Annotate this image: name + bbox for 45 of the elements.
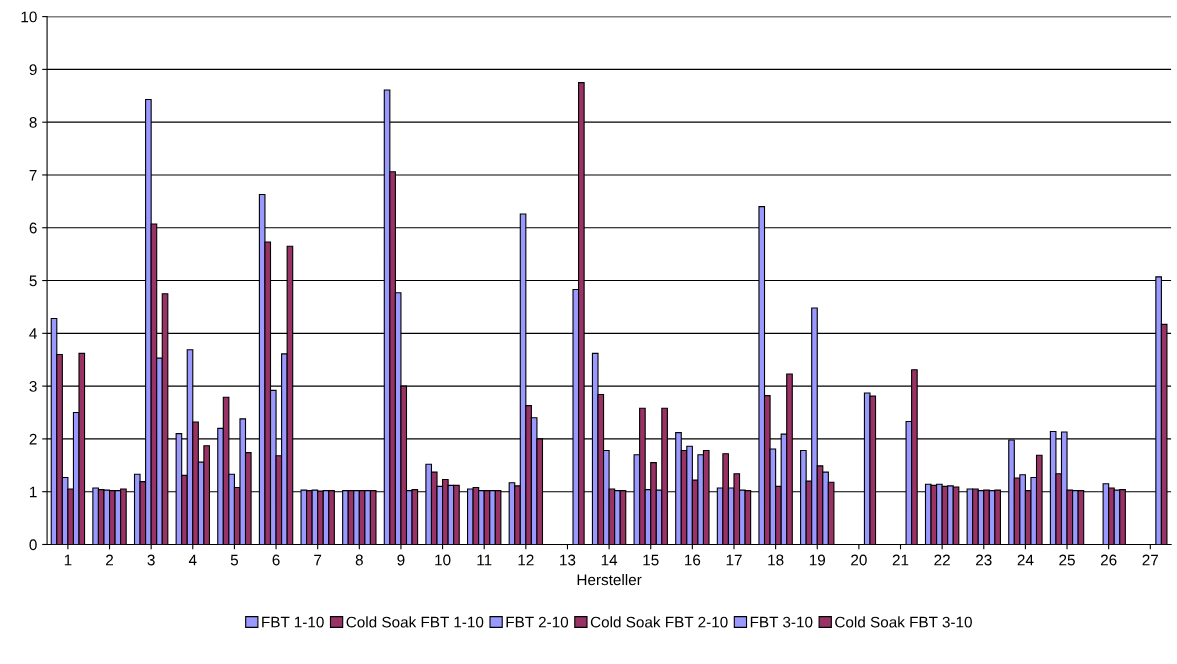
x-tick-label: 1 [64, 554, 72, 566]
y-tick-label: 9 [29, 64, 37, 76]
legend-label: FBT 3-10 [750, 616, 813, 628]
legend-label: FBT 1-10 [262, 616, 324, 628]
x-tick-label: 10 [435, 554, 451, 566]
x-axis-title: Hersteller [577, 574, 642, 586]
legend-label: FBT 2-10 [506, 616, 569, 628]
x-tick-label: 4 [188, 554, 197, 566]
x-tick-label: 26 [1100, 554, 1117, 566]
x-tick-label: 13 [560, 554, 576, 566]
y-tick-label: 1 [30, 486, 37, 498]
x-tick-label: 17 [726, 554, 742, 566]
x-tick-label: 2 [106, 554, 114, 566]
y-tick-label: 3 [29, 380, 37, 392]
x-tick-label: 18 [768, 554, 784, 566]
legend-label: Cold Soak FBT 2-10 [590, 616, 728, 628]
x-tick-label: 15 [643, 554, 659, 566]
y-tick-label: 5 [29, 275, 37, 287]
x-tick-label: 19 [809, 554, 826, 566]
y-tick-label: 2 [29, 433, 37, 445]
x-tick-label: 20 [851, 554, 867, 566]
y-tick-label: 10 [21, 11, 37, 23]
x-tick-label: 11 [477, 554, 492, 566]
y-tick-label: 0 [29, 539, 37, 551]
x-tick-label: 21 [892, 554, 909, 566]
x-tick-label: 22 [934, 554, 950, 566]
y-tick-label: 8 [29, 117, 37, 128]
x-tick-label: 3 [147, 554, 155, 566]
x-tick-label: 25 [1059, 554, 1075, 566]
y-tick-label: 7 [29, 169, 37, 181]
x-tick-label: 24 [1017, 554, 1034, 566]
x-tick-label: 5 [230, 554, 239, 566]
x-tick-label: 27 [1142, 554, 1159, 566]
x-tick-label: 9 [397, 554, 405, 566]
x-tick-label: 8 [355, 554, 363, 566]
x-tick-label: 6 [272, 554, 280, 566]
x-tick-label: 23 [976, 554, 992, 566]
x-tick-label: 14 [601, 554, 618, 566]
x-tick-label: 12 [518, 554, 534, 566]
legend-label: Cold Soak FBT 3-10 [835, 616, 972, 628]
x-tick-label: 7 [314, 554, 322, 566]
x-tick-label: 16 [685, 554, 701, 566]
y-tick-label: 6 [29, 222, 37, 234]
legend-label: Cold Soak FBT 1-10 [346, 616, 484, 628]
y-tick-label: 4 [29, 328, 37, 339]
